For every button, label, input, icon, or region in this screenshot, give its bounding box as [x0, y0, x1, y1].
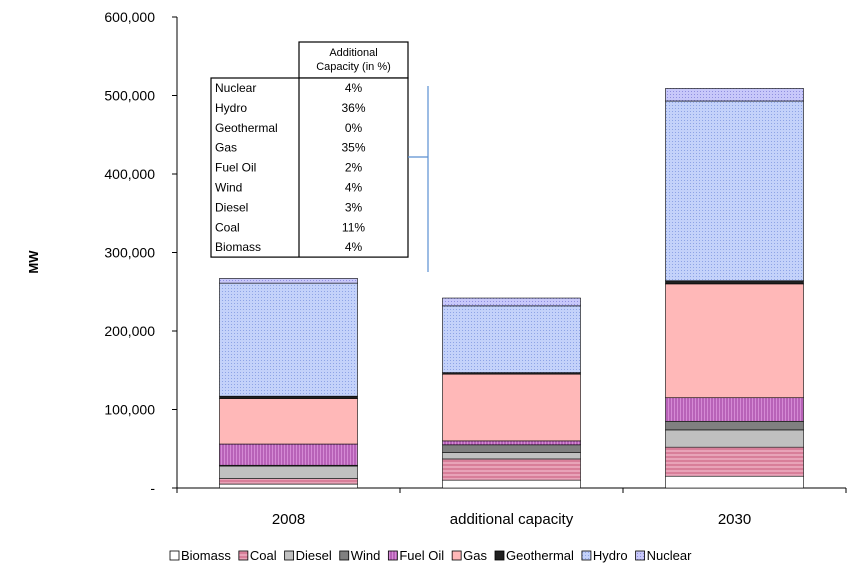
bar-segment-gas — [219, 398, 358, 445]
table-row-value: 4% — [345, 81, 363, 95]
table-row-label: Nuclear — [215, 81, 256, 95]
legend-label: Biomass — [181, 548, 231, 563]
bar-segment-fuel-oil — [219, 443, 358, 466]
table-row-label: Fuel Oil — [215, 161, 256, 175]
bar-segment-gas — [442, 373, 581, 442]
bar-segment-biomass — [219, 483, 358, 489]
bar-segment-geothermal — [219, 395, 358, 399]
table-row-value: 36% — [341, 101, 365, 115]
bar-segment-nuclear — [665, 88, 804, 102]
legend-item-biomass: Biomass — [169, 548, 231, 563]
legend-item-nuclear: Nuclear — [635, 548, 692, 563]
bar-segment-hydro — [442, 305, 581, 373]
bar-segment-wind — [665, 420, 804, 431]
legend-swatch — [451, 550, 462, 561]
additional-capacity-table: Additional Capacity (in %) Nuclear 4% Hydro 3… — [210, 41, 429, 272]
bar-segment-fuel-oil — [665, 397, 804, 422]
legend-label: Nuclear — [647, 548, 692, 563]
table-row-value: 2% — [345, 161, 363, 175]
x-tick-label: 2030 — [718, 511, 751, 528]
legend-label: Wind — [351, 548, 381, 563]
table-row-label: Wind — [215, 181, 242, 195]
table-body — [210, 77, 409, 258]
bar-segment-coal — [219, 478, 358, 485]
bar-stack-2008 — [219, 278, 358, 489]
table-row-value: 4% — [345, 240, 363, 254]
bars — [219, 88, 804, 489]
legend-item-hydro: Hydro — [581, 548, 628, 563]
bar-segment-geothermal — [665, 280, 804, 285]
legend-swatch — [339, 550, 350, 561]
legend-label: Geothermal — [506, 548, 574, 563]
legend-swatch — [494, 550, 505, 561]
table-header-text: Capacity (in %) — [316, 61, 391, 73]
bar-segment-wind — [442, 444, 581, 453]
legend-item-wind: Wind — [339, 548, 381, 563]
table-row-label: Hydro — [215, 101, 247, 115]
table-row-label: Biomass — [215, 240, 261, 254]
legend-item-coal: Coal — [238, 548, 277, 563]
bar-segment-biomass — [442, 479, 581, 489]
bar-segment-diesel — [442, 452, 581, 460]
table-row-value: 3% — [345, 200, 363, 214]
table-row-value: 35% — [341, 141, 365, 155]
bar-segment-hydro — [665, 100, 804, 282]
table-header-text: Additional — [329, 47, 377, 59]
bar-segment-diesel — [665, 429, 804, 448]
y-tick-label: 400,000 — [104, 166, 155, 182]
legend-label: Fuel Oil — [399, 548, 444, 563]
bar-segment-gas — [665, 283, 804, 399]
legend-swatch — [635, 550, 646, 561]
legend-label: Gas — [463, 548, 487, 563]
table-row-label: Diesel — [215, 200, 248, 214]
table-row-label: Coal — [215, 220, 240, 234]
legend-swatch — [238, 550, 249, 561]
bar-segment-coal — [442, 458, 581, 481]
table-header-cell — [298, 41, 409, 79]
x-tick-label: additional capacity — [450, 511, 574, 528]
legend-swatch — [169, 550, 180, 561]
legend-label: Diesel — [296, 548, 332, 563]
y-tick-label: - — [150, 480, 155, 496]
bar-stack-2030 — [665, 88, 804, 489]
bar-segment-nuclear — [219, 278, 358, 284]
bar-stack-additional-capacity — [442, 297, 581, 489]
legend-swatch — [284, 550, 295, 561]
table-row-value: 11% — [342, 220, 365, 234]
legend-item-diesel: Diesel — [284, 548, 332, 563]
bar-segment-diesel — [219, 465, 358, 479]
y-tick-label: 500,000 — [104, 88, 155, 104]
x-tick-labels: 2008 additional capacity 2030 — [272, 511, 751, 528]
table-row-label: Geothermal — [215, 121, 278, 135]
table-row-value: 0% — [345, 121, 363, 135]
legend-swatch — [581, 550, 592, 561]
legend-label: Hydro — [593, 548, 628, 563]
y-tick-label: 200,000 — [104, 323, 155, 339]
legend-item-gas: Gas — [451, 548, 487, 563]
legend-swatch — [387, 550, 398, 561]
bar-segment-coal — [665, 446, 804, 477]
bar-segment-nuclear — [442, 297, 581, 307]
y-axis-label: MW — [26, 250, 41, 274]
table-row-label: Gas — [215, 141, 237, 155]
axes: - 100,000 200,000 300,000 400,000 500,000 600,… — [104, 9, 847, 496]
y-tick-label: 300,000 — [104, 245, 155, 261]
legend-label: Coal — [250, 548, 277, 563]
bar-segment-hydro — [219, 282, 358, 397]
legend: Biomass Coal Diesel Wind Fuel Oil Gas Geotherm… — [169, 548, 692, 563]
legend-item-geothermal: Geothermal — [494, 548, 574, 563]
bar-segment-fuel-oil — [442, 440, 581, 446]
table-row-value: 4% — [345, 181, 363, 195]
y-tick-label: 600,000 — [104, 9, 155, 25]
bar-segment-biomass — [665, 475, 804, 489]
x-tick-label: 2008 — [272, 511, 305, 528]
y-tick-label: 100,000 — [104, 402, 155, 418]
legend-item-fuel-oil: Fuel Oil — [387, 548, 444, 563]
